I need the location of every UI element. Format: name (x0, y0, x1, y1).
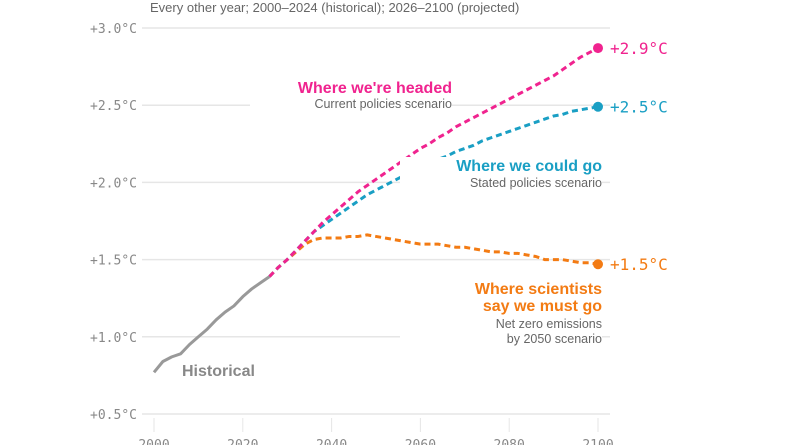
label-netzero-sub-1: Net zero emissions (400, 317, 602, 332)
label-current-title: Where we're headed (270, 79, 452, 98)
label-netzero-sub-2: by 2050 scenario (400, 332, 602, 347)
x-tick-label: 2040 (316, 438, 347, 445)
y-tick-label: +0.5°C (90, 408, 137, 423)
y-tick-label: +2.0°C (90, 176, 137, 191)
end-point-stated (593, 101, 603, 112)
y-tick-label: +1.0°C (90, 331, 137, 346)
x-tick-label: 2060 (405, 438, 436, 445)
series-line-current (268, 46, 599, 278)
label-stated-sub: Stated policies scenario (400, 176, 602, 191)
chart-subtitle: Every other year; 2000–2024 (historical)… (150, 0, 520, 15)
series-line-historical (152, 275, 271, 374)
end-label-stated: +2.5°C (610, 98, 668, 117)
end-label-current: +2.9°C (610, 39, 668, 58)
series-line-netzero (268, 233, 599, 278)
y-tick-label: +3.0°C (90, 22, 137, 37)
label-historical: Historical (182, 363, 255, 380)
end-point-netzero (593, 259, 603, 270)
series-line-stated (268, 105, 599, 278)
end-label-netzero: +1.5°C (610, 255, 668, 274)
x-tick-label: 2020 (227, 438, 258, 445)
y-tick-label: +1.5°C (90, 254, 137, 269)
y-tick-label: +2.5°C (90, 99, 137, 114)
label-netzero-title-2: say we must go (482, 298, 602, 315)
label-stated-title: Where we could go (400, 157, 602, 176)
label-current-sub: Current policies scenario (250, 97, 452, 112)
x-tick-label: 2000 (138, 438, 169, 445)
label-netzero-title-1: Where scientists (400, 280, 602, 299)
x-tick-label: 2100 (582, 438, 613, 445)
end-point-current (593, 43, 603, 54)
x-tick-label: 2080 (494, 438, 525, 445)
